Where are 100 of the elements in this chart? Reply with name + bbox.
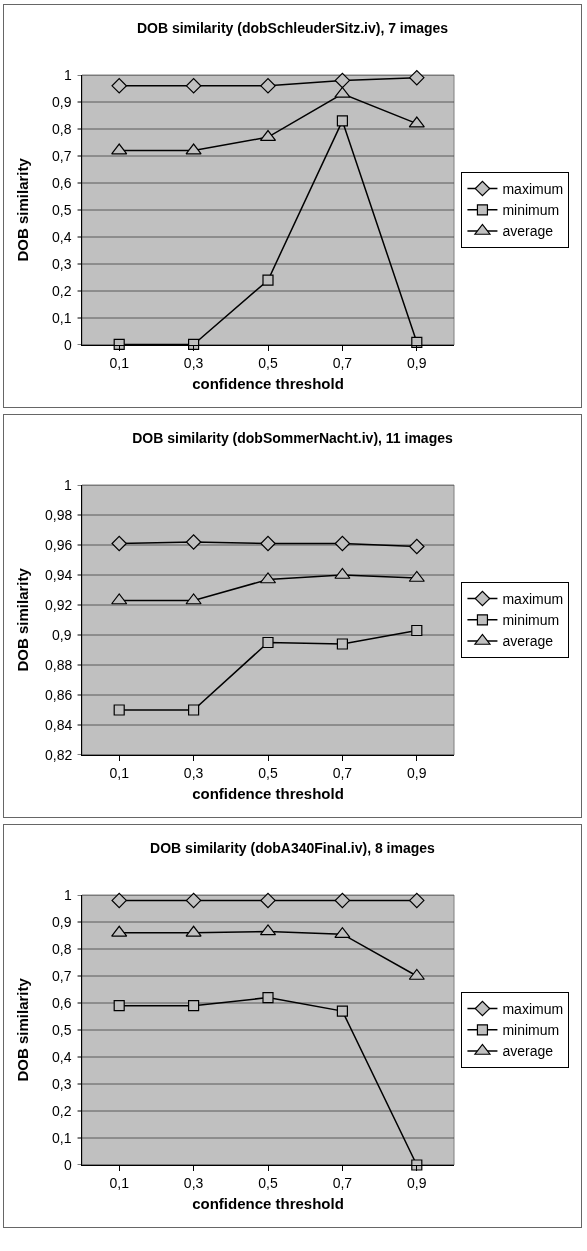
- y-axis-title: DOB similarity: [13, 567, 31, 672]
- y-tick-label: 0,3: [52, 256, 72, 272]
- point: [111, 925, 128, 937]
- x-tick-label: 0,5: [258, 1174, 278, 1191]
- point: [408, 116, 425, 128]
- legend-label: maximum: [502, 1001, 564, 1018]
- y-tick-label: 0,84: [45, 717, 73, 733]
- chart-title: DOB similarity (dobSchleuderSitz.iv), 7 images: [136, 19, 449, 36]
- point: [185, 925, 202, 937]
- point: [260, 535, 276, 552]
- y-tick-label: 0: [64, 337, 72, 353]
- y-tick-label: 0,1: [52, 310, 72, 326]
- y-tick-label: 0,6: [52, 175, 72, 191]
- y-tick-label: 0,9: [52, 627, 72, 643]
- point: [185, 534, 202, 550]
- x-axis-title: confidence threshold: [192, 374, 344, 392]
- legend-label: average: [502, 633, 554, 650]
- x-tick-label: 0,9: [407, 1174, 427, 1191]
- legend-label: average: [502, 1043, 554, 1060]
- point: [336, 1005, 348, 1017]
- point: [260, 892, 276, 909]
- legend-label: minimum: [502, 1022, 560, 1039]
- point: [113, 704, 125, 716]
- y-tick-label: 0,7: [52, 968, 72, 984]
- point: [336, 638, 348, 650]
- x-tick-label: 0,1: [109, 354, 130, 371]
- y-tick-label: 0,1: [52, 1130, 72, 1146]
- legend-label: average: [502, 223, 554, 240]
- point: [260, 78, 276, 94]
- point: [111, 143, 128, 155]
- y-tick-label: 0,2: [52, 1103, 72, 1119]
- point: [334, 86, 351, 98]
- point: [111, 78, 127, 94]
- x-tick-label: 0,3: [183, 1174, 204, 1191]
- legend-label: maximum: [502, 591, 564, 608]
- x-tick-label: 0,9: [407, 354, 427, 371]
- legend-label: minimum: [502, 612, 560, 629]
- point: [334, 892, 351, 909]
- x-tick-label: 0,7: [332, 1174, 353, 1191]
- point: [262, 274, 274, 286]
- point: [185, 593, 202, 605]
- y-tick-label: 0,5: [52, 202, 72, 218]
- point: [185, 78, 202, 94]
- point: [334, 72, 351, 89]
- point: [334, 567, 351, 579]
- y-tick-label: 0,5: [52, 1022, 72, 1038]
- y-tick-label: 1: [64, 887, 72, 903]
- point: [409, 69, 425, 86]
- point: [262, 636, 274, 649]
- point: [111, 535, 127, 552]
- x-tick-label: 0,1: [109, 1174, 130, 1191]
- y-tick-label: 0,3: [52, 1076, 72, 1092]
- y-tick-label: 0,94: [45, 567, 73, 583]
- x-tick-label: 0,3: [183, 354, 204, 371]
- x-axis-title: confidence threshold: [192, 784, 344, 802]
- point: [408, 570, 425, 582]
- y-tick-label: 0,8: [52, 941, 72, 957]
- legend-label: minimum: [502, 202, 560, 219]
- point: [185, 892, 202, 909]
- point: [111, 593, 128, 605]
- y-tick-label: 0,2: [52, 283, 72, 299]
- point: [336, 115, 348, 127]
- x-tick-label: 0,7: [332, 354, 353, 371]
- point: [411, 1159, 423, 1171]
- x-tick-label: 0,5: [258, 764, 278, 781]
- x-tick-label: 0,5: [258, 354, 278, 371]
- y-tick-label: 0,92: [45, 597, 73, 613]
- y-axis-title: DOB similarity: [13, 977, 31, 1082]
- y-tick-label: 0,4: [52, 1049, 72, 1065]
- point: [334, 535, 351, 552]
- y-tick-label: 1: [64, 477, 72, 493]
- y-tick-label: 0,4: [52, 229, 72, 245]
- y-tick-label: 1: [64, 67, 72, 83]
- x-tick-label: 0,7: [332, 764, 353, 781]
- y-tick-label: 0,86: [45, 687, 73, 703]
- x-axis-title: confidence threshold: [192, 1194, 344, 1212]
- x-tick-label: 0,9: [407, 764, 427, 781]
- point: [409, 538, 425, 555]
- y-tick-label: 0,98: [45, 507, 73, 523]
- y-tick-label: 0,8: [52, 121, 72, 137]
- y-tick-label: 0,82: [45, 747, 73, 763]
- y-tick-label: 0: [64, 1157, 72, 1173]
- point: [113, 1000, 125, 1012]
- y-tick-label: 0,6: [52, 995, 72, 1011]
- y-tick-label: 0,9: [52, 94, 72, 110]
- point: [408, 968, 425, 980]
- legend-label: maximum: [502, 181, 564, 198]
- x-tick-label: 0,3: [183, 764, 204, 781]
- point: [188, 1000, 200, 1012]
- y-tick-label: 0,7: [52, 148, 72, 164]
- point: [262, 992, 274, 1004]
- y-tick-label: 0,96: [45, 537, 73, 553]
- x-tick-label: 0,1: [109, 764, 130, 781]
- y-tick-label: 0,9: [52, 914, 72, 930]
- chart-title: DOB similarity (dobSommerNacht.iv), 11 images: [132, 429, 453, 446]
- point: [185, 143, 202, 155]
- y-tick-label: 0,88: [45, 657, 73, 673]
- y-axis-title: DOB similarity: [13, 157, 31, 262]
- point: [188, 704, 200, 716]
- point: [111, 892, 127, 909]
